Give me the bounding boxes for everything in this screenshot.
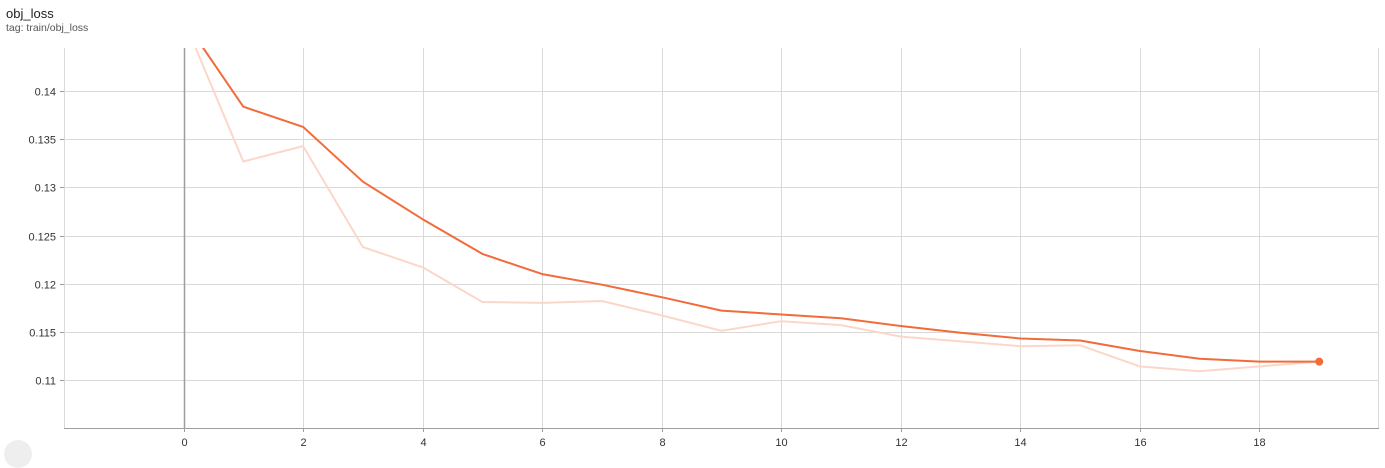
x-tick-label: 8: [659, 437, 665, 449]
series-layer: [194, 48, 1324, 373]
x-tick-label: 4: [420, 437, 426, 449]
raw-series-line: [194, 48, 1321, 373]
x-tick-label: 10: [775, 437, 787, 449]
x-tick-label: 2: [300, 437, 306, 449]
smoothed-series-line: [202, 48, 1321, 363]
last-point-marker: [1315, 357, 1324, 366]
tick-labels: 0.11 0.115 0.12 0.125 0.13 0.135 0.14 0 2 4 6 8 10 12…: [28, 87, 1265, 450]
x-tick-label: 12: [895, 437, 907, 449]
corner-icon: [4, 440, 32, 468]
line-chart[interactable]: 0.11 0.115 0.12 0.125 0.13 0.135 0.14 0 2 4 6 8 10 12…: [0, 0, 1385, 453]
chart-tag: tag: train/obj_loss: [6, 22, 89, 34]
chart-title: obj_loss: [6, 6, 54, 21]
y-tick-label: 0.14: [35, 87, 56, 99]
y-tick-label: 0.13: [35, 183, 56, 195]
x-tick-label: 16: [1134, 437, 1146, 449]
x-tick-label: 18: [1253, 437, 1265, 449]
y-tick-label: 0.11: [35, 376, 56, 388]
y-tick-label: 0.12: [35, 280, 56, 292]
y-tick-label: 0.125: [28, 232, 56, 244]
axes: [60, 48, 1379, 432]
grid: [64, 48, 1379, 428]
card-header: obj_loss tag: train/obj_loss: [6, 6, 88, 35]
x-tick-label: 6: [539, 437, 545, 449]
x-tick-label: 0: [181, 437, 187, 449]
y-tick-label: 0.115: [29, 328, 56, 340]
x-tick-label: 14: [1014, 437, 1026, 449]
y-tick-label: 0.135: [28, 135, 56, 147]
